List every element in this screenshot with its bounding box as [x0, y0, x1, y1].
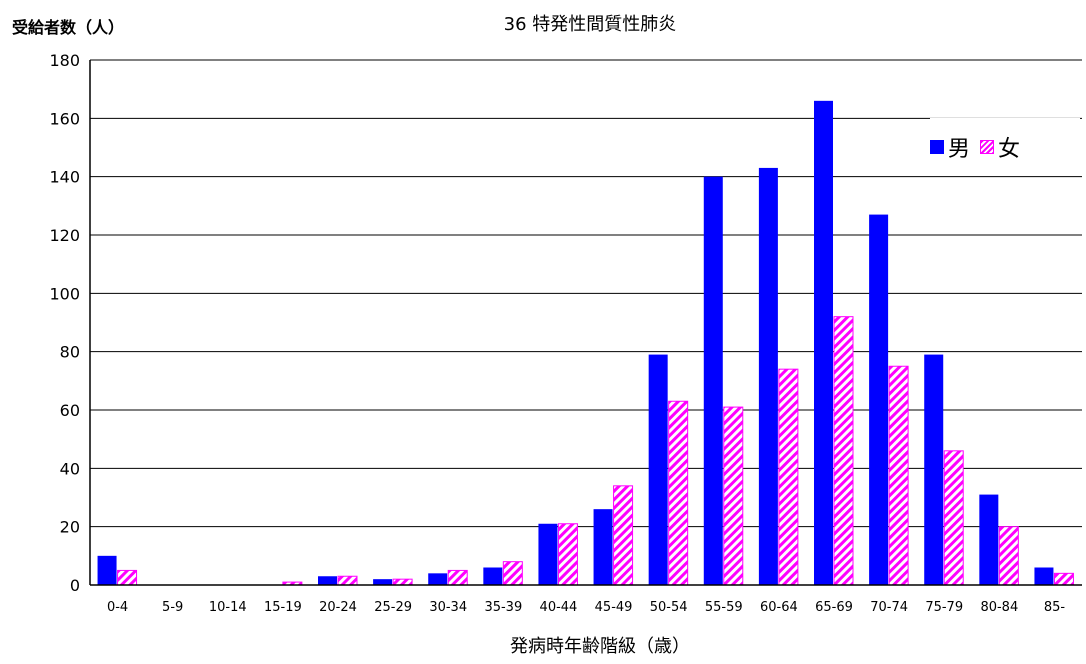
bar-male: [538, 523, 558, 585]
y-tick-labels: 0 20 40 60 80 100 120 140 160 180: [49, 51, 80, 595]
bar-female: [778, 368, 799, 586]
legend-label-male: 男: [948, 137, 971, 162]
legend: 男 女: [930, 118, 1080, 176]
legend-label-female: 女: [998, 137, 1021, 162]
x-tick-label: 15-19: [264, 600, 302, 615]
bar-female: [888, 365, 909, 586]
bar-male: [979, 494, 999, 585]
legend-swatch-female: [980, 140, 995, 154]
x-tick-label: 85-: [1044, 600, 1066, 615]
bar-female: [998, 526, 1019, 586]
x-tick-label: 55-59: [705, 600, 743, 615]
bar-female: [723, 406, 744, 586]
bar-male: [758, 167, 778, 585]
bar-male: [483, 567, 503, 585]
bar-male: [318, 576, 337, 585]
bar-male: [703, 176, 723, 585]
bar-male: [869, 214, 889, 586]
bar-male: [97, 555, 117, 585]
y-tick-label: 180: [49, 51, 80, 70]
x-tick-label: 30-34: [429, 600, 467, 615]
bar-female: [502, 561, 523, 586]
y-axis-label: 受給者数（人）: [12, 18, 125, 37]
legend-item-male: 男: [930, 131, 970, 163]
x-tick-label: 75-79: [925, 600, 963, 615]
bar-male: [924, 354, 944, 585]
y-tick-label: 0: [70, 576, 80, 595]
bar-female: [117, 569, 138, 586]
x-tick-label: 65-69: [815, 600, 853, 615]
y-tick-label: 80: [60, 343, 80, 362]
bar-male: [648, 354, 668, 585]
bar-male: [814, 100, 833, 585]
x-tick-label: 35-39: [484, 600, 522, 615]
x-tick-labels: 0-4 5-9 10-14 15-19 20-24 25-29 30-34 35-39 40-4…: [107, 600, 1065, 615]
bar-female: [1053, 572, 1074, 586]
x-tick-label: 80-84: [980, 600, 1018, 615]
bar-male: [428, 573, 448, 585]
y-tick-label: 100: [49, 284, 80, 303]
x-tick-label: 70-74: [870, 600, 908, 615]
x-tick-label: 10-14: [209, 600, 247, 615]
bar-female: [613, 485, 634, 586]
bar-male: [373, 579, 393, 585]
bar-female: [833, 316, 854, 586]
axes: [89, 60, 1082, 586]
bar-female: [668, 400, 689, 586]
x-tick-label: 45-49: [595, 600, 633, 615]
bar-female: [392, 578, 413, 586]
bar-female: [337, 575, 358, 586]
bars: [97, 100, 1074, 586]
y-tick-label: 160: [49, 109, 80, 128]
bar-male: [1034, 567, 1054, 585]
legend-swatch-male: [930, 140, 944, 154]
chart-title: 36 特発性間質性肺炎: [503, 14, 677, 35]
x-tick-label: 50-54: [650, 600, 688, 615]
bar-female: [943, 450, 964, 586]
y-tick-label: 40: [60, 459, 80, 478]
x-tick-label: 0-4: [107, 600, 128, 615]
y-tick-label: 20: [60, 518, 80, 537]
y-tick-label: 60: [60, 401, 80, 420]
x-tick-label: 60-64: [760, 600, 798, 615]
bar-male: [593, 509, 613, 585]
y-tick-label: 120: [49, 226, 80, 245]
x-axis-label: 発病時年齢階級（歳）: [510, 636, 690, 657]
legend-item-female: 女: [980, 131, 1020, 163]
y-tick-label: 140: [49, 168, 80, 187]
gridlines: [90, 59, 1082, 586]
bar-female: [557, 523, 578, 586]
bar-female: [447, 569, 468, 586]
x-tick-label: 40-44: [540, 600, 578, 615]
x-tick-label: 5-9: [162, 600, 183, 615]
x-tick-label: 20-24: [319, 600, 357, 615]
x-tick-label: 25-29: [374, 600, 412, 615]
